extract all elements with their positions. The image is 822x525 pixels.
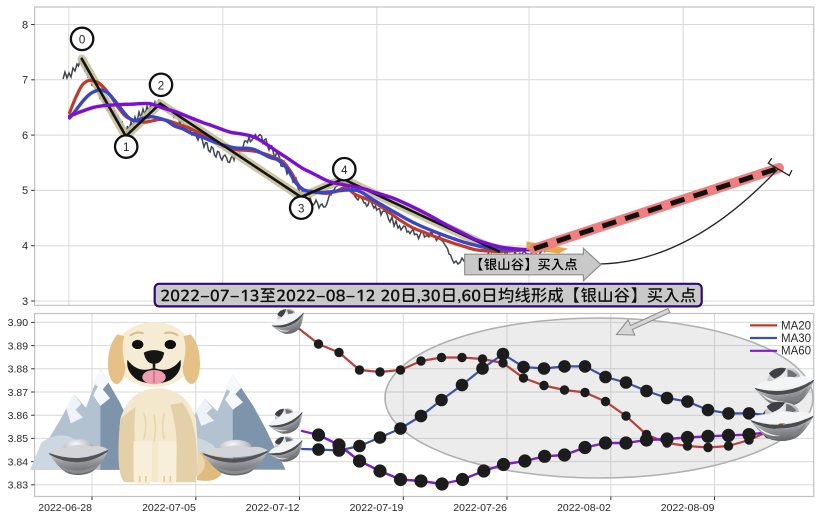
svg-text:3.87: 3.87 [8, 387, 29, 399]
svg-text:4: 4 [341, 165, 348, 177]
svg-text:2022-07-26: 2022-07-26 [453, 502, 507, 514]
svg-text:3.84: 3.84 [8, 456, 29, 468]
svg-text:2022-07-12: 2022-07-12 [246, 502, 300, 514]
svg-text:1: 1 [123, 142, 129, 154]
svg-text:6: 6 [22, 130, 28, 142]
svg-text:0: 0 [79, 35, 85, 47]
svg-text:3.88: 3.88 [8, 364, 29, 376]
svg-text:3: 3 [298, 203, 304, 215]
svg-text:5: 5 [22, 185, 28, 197]
svg-text:3.90: 3.90 [8, 317, 29, 329]
svg-text:2022-06-28: 2022-06-28 [38, 502, 92, 514]
svg-text:2: 2 [158, 80, 164, 92]
svg-text:3.85: 3.85 [8, 433, 29, 445]
svg-text:3: 3 [22, 296, 28, 308]
svg-text:3.89: 3.89 [8, 340, 29, 352]
svg-text:MA20: MA20 [781, 320, 811, 332]
svg-text:7: 7 [22, 75, 28, 87]
svg-text:3.83: 3.83 [8, 480, 29, 492]
svg-text:2022-07-19: 2022-07-19 [350, 502, 404, 514]
svg-text:8: 8 [22, 19, 28, 31]
svg-text:MA30: MA30 [781, 333, 811, 345]
svg-text:4: 4 [22, 241, 28, 253]
svg-text:MA60: MA60 [781, 346, 811, 358]
svg-text:2022-08-09: 2022-08-09 [661, 502, 715, 514]
svg-text:3.86: 3.86 [8, 410, 29, 422]
svg-text:2022-08-02: 2022-08-02 [557, 502, 611, 514]
svg-text:2022-07-05: 2022-07-05 [142, 502, 196, 514]
